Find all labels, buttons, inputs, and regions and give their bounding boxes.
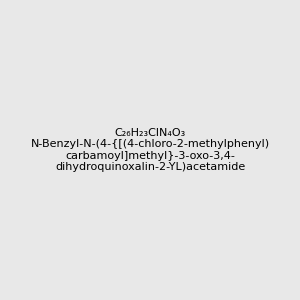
Text: C₂₆H₂₃ClN₄O₃
N-Benzyl-N-(4-{[(4-chloro-2-methylphenyl)
carbamoyl]methyl}-3-oxo-3: C₂₆H₂₃ClN₄O₃ N-Benzyl-N-(4-{[(4-chloro-2…: [30, 128, 270, 172]
